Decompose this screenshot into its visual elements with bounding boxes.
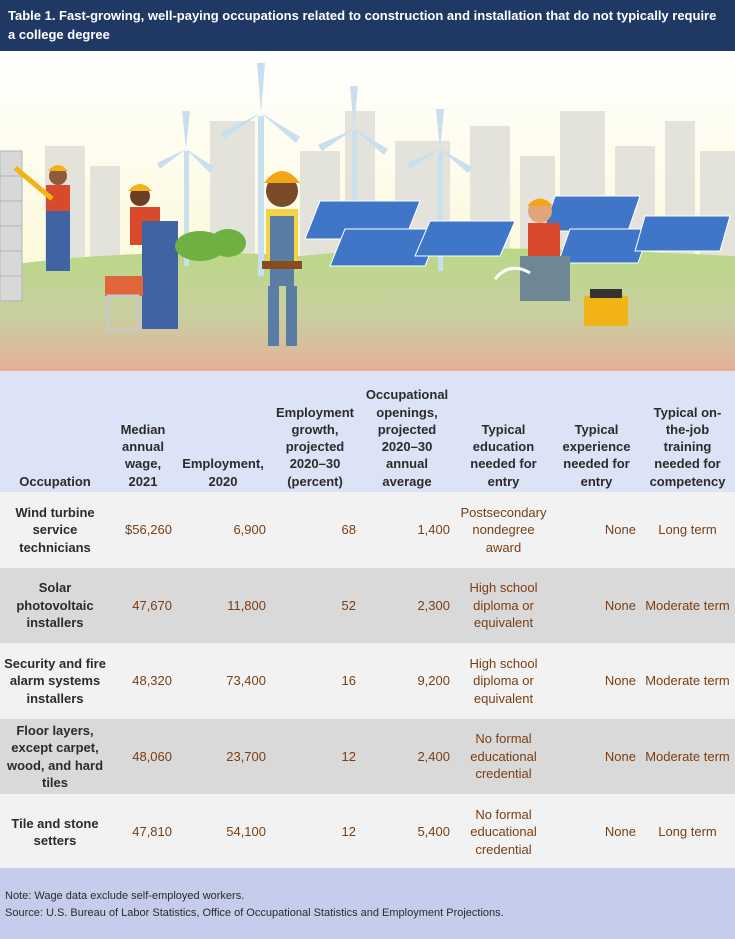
- occupation-cell: Tile and stone setters: [0, 794, 110, 870]
- wage-cell: 48,320: [110, 643, 176, 719]
- table-row: Security and fire alarm systems installe…: [0, 643, 735, 719]
- solar-technician-icon: [493, 198, 570, 301]
- occupation-cell: Wind turbine service technicians: [0, 492, 110, 568]
- growth-cell: 12: [270, 794, 360, 870]
- growth-cell: 16: [270, 643, 360, 719]
- growth-cell: 52: [270, 567, 360, 644]
- employment-cell: 73,400: [176, 643, 270, 719]
- header-occupational-openings: Occupational openings, projected 2020–30…: [360, 371, 454, 492]
- table-row: Floor layers, except carpet, wood, and h…: [0, 718, 735, 795]
- training-cell: Long term: [640, 794, 735, 870]
- source-text: Source: U.S. Bureau of Labor Statistics,…: [5, 907, 504, 919]
- employment-cell: 23,700: [176, 718, 270, 795]
- openings-cell: 1,400: [360, 492, 454, 568]
- wage-cell: 48,060: [110, 718, 176, 795]
- openings-cell: 9,200: [360, 643, 454, 719]
- training-cell: Moderate term: [640, 643, 735, 719]
- wage-cell: 47,810: [110, 794, 176, 870]
- training-cell: Moderate term: [640, 567, 735, 644]
- worker-with-level-icon: [13, 165, 70, 271]
- table-title: Table 1. Fast-growing, well-paying occup…: [0, 0, 735, 51]
- openings-cell: 2,400: [360, 718, 454, 795]
- education-cell: High school diploma or equivalent: [454, 643, 553, 719]
- growth-cell: 68: [270, 492, 360, 568]
- table-row: Wind turbine service technicians $56,260…: [0, 492, 735, 568]
- header-median-wage: Median annual wage, 2021: [110, 371, 176, 492]
- engineer-icon: [262, 171, 302, 346]
- table-row: Solar photovoltaic installers 47,670 11,…: [0, 567, 735, 644]
- bush-icon: [175, 229, 246, 261]
- construction-illustration: [0, 51, 735, 371]
- education-cell: Postsecondary nondegree award: [454, 492, 553, 568]
- education-cell: No formal educational credential: [454, 718, 553, 795]
- openings-cell: 2,300: [360, 567, 454, 644]
- employment-cell: 6,900: [176, 492, 270, 568]
- employment-cell: 11,800: [176, 567, 270, 644]
- table-row: Tile and stone setters 47,810 54,100 12 …: [0, 794, 735, 870]
- experience-cell: None: [553, 794, 640, 870]
- occupation-cell: Floor layers, except carpet, wood, and h…: [0, 718, 110, 795]
- toolbox-icon: [584, 289, 628, 326]
- wind-turbine-icon: [157, 63, 472, 276]
- wage-cell: 47,670: [110, 567, 176, 644]
- header-typical-experience: Typical experience needed for entry: [553, 371, 640, 492]
- education-cell: High school diploma or equivalent: [454, 567, 553, 644]
- brick-wall-icon: [0, 150, 23, 302]
- experience-cell: None: [553, 718, 640, 795]
- note-text: Note: Wage data exclude self-employed wo…: [5, 890, 245, 902]
- header-employment-growth: Employment growth, projected 2020–30 (pe…: [270, 371, 360, 492]
- experience-cell: None: [553, 492, 640, 568]
- experience-cell: None: [553, 643, 640, 719]
- table-notes: Note: Wage data exclude self-employed wo…: [0, 868, 735, 939]
- wage-cell: $56,260: [110, 492, 176, 568]
- worker-with-bricks-icon: [105, 184, 178, 333]
- growth-cell: 12: [270, 718, 360, 795]
- header-employment: Employment, 2020: [176, 371, 270, 492]
- training-cell: Long term: [640, 492, 735, 568]
- occupations-table-container: Occupation Median annual wage, 2021 Empl…: [0, 371, 735, 870]
- experience-cell: None: [553, 567, 640, 644]
- training-cell: Moderate term: [640, 718, 735, 795]
- table-header-row: Occupation Median annual wage, 2021 Empl…: [0, 371, 735, 492]
- header-typical-education: Typical education needed for entry: [454, 371, 553, 492]
- openings-cell: 5,400: [360, 794, 454, 870]
- employment-cell: 54,100: [176, 794, 270, 870]
- header-occupation: Occupation: [0, 371, 110, 492]
- occupations-table: Occupation Median annual wage, 2021 Empl…: [0, 371, 735, 870]
- occupation-cell: Security and fire alarm systems installe…: [0, 643, 110, 719]
- occupation-cell: Solar photovoltaic installers: [0, 567, 110, 644]
- header-typical-training: Typical on-the-job training needed for c…: [640, 371, 735, 492]
- education-cell: No formal educational credential: [454, 794, 553, 870]
- solar-panel-icon: [304, 195, 731, 267]
